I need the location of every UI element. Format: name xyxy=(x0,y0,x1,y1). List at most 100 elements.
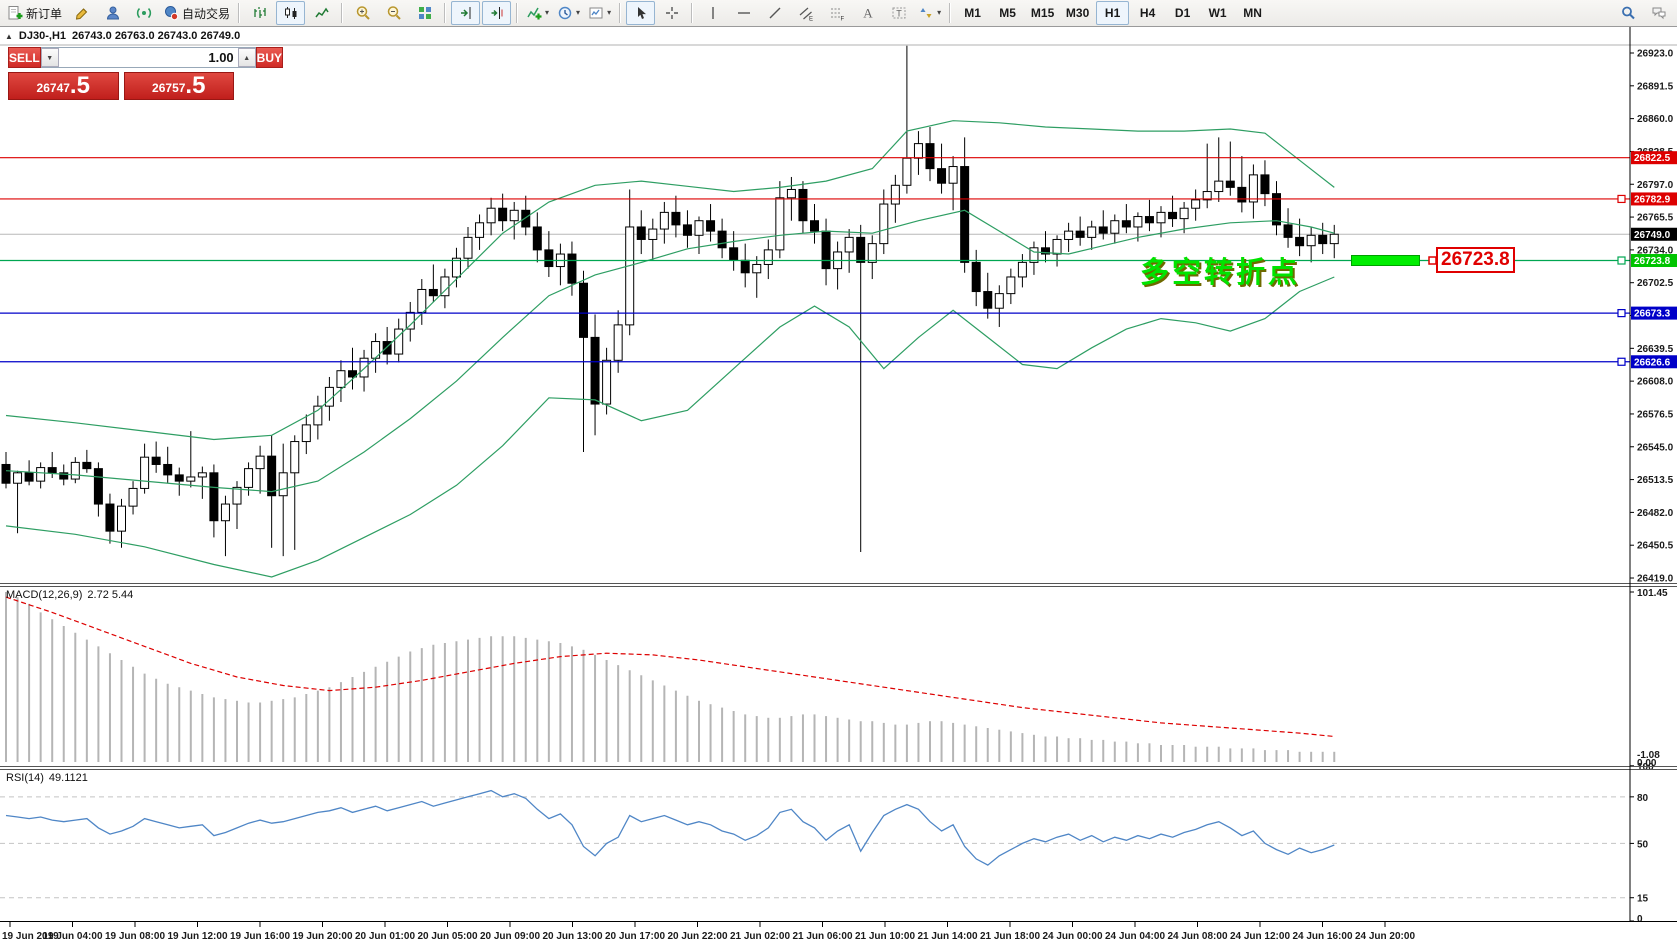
price-tick-label: 26576.5 xyxy=(1637,409,1674,420)
volume-increase-button[interactable]: ▲ xyxy=(237,48,256,67)
signals-button[interactable] xyxy=(129,1,158,25)
auto-scroll-icon xyxy=(458,5,474,21)
trendline-button[interactable] xyxy=(760,1,789,25)
chevron-down-icon[interactable]: ▾ xyxy=(576,8,581,17)
collapse-icon[interactable]: ▲ xyxy=(5,31,13,41)
svg-text:T: T xyxy=(896,9,902,19)
candlestick-chart-button[interactable] xyxy=(276,1,306,25)
auto-scroll-button[interactable] xyxy=(451,1,481,25)
chat-icon xyxy=(1651,5,1667,21)
zoom-out-icon xyxy=(386,5,402,21)
periods-icon xyxy=(557,5,573,21)
buy-button[interactable]: BUY xyxy=(255,47,284,68)
vertical-line-button[interactable] xyxy=(698,1,727,25)
tf-m15-label: M15 xyxy=(1030,6,1055,20)
time-tick-label: 24 Jun 04:00 xyxy=(1105,931,1165,942)
tf-m5-label: M5 xyxy=(999,6,1016,20)
zoom-in-button[interactable] xyxy=(348,1,377,25)
community-icon xyxy=(105,5,121,21)
tf-mn[interactable]: MN xyxy=(1236,1,1269,25)
price-axis[interactable]: 26923.026891.526860.026828.526797.026765… xyxy=(1630,49,1677,585)
horizontal-line-button[interactable] xyxy=(729,1,758,25)
time-tick-label: 24 Jun 08:00 xyxy=(1167,931,1227,942)
fibonacci-button[interactable]: F xyxy=(822,1,851,25)
buy-price-main: 26757 xyxy=(152,81,186,95)
chevron-down-icon[interactable]: ▾ xyxy=(545,8,550,17)
toolbar-separator xyxy=(444,3,447,23)
tf-mn-label: MN xyxy=(1243,6,1262,20)
volume-spinner: ▼ ▲ xyxy=(40,47,256,68)
candles-icon xyxy=(283,5,299,21)
line-chart-button[interactable] xyxy=(307,1,336,25)
price-tick-label: 26450.5 xyxy=(1637,541,1674,552)
bar-chart-button[interactable] xyxy=(245,1,274,25)
horizontal-line-26673.3[interactable] xyxy=(0,309,1630,318)
zoom-out-button[interactable] xyxy=(379,1,408,25)
text-label-button[interactable]: T xyxy=(884,1,913,25)
tf-h1[interactable]: H1 xyxy=(1096,1,1130,25)
periods-button[interactable]: ▾ xyxy=(554,1,583,25)
chevron-down-icon[interactable]: ▾ xyxy=(607,8,612,17)
callout-anchor-marker[interactable] xyxy=(1428,256,1437,265)
crosshair-button[interactable] xyxy=(657,1,686,25)
equidistant-channel-button[interactable]: E xyxy=(791,1,820,25)
tf-m1[interactable]: M1 xyxy=(956,1,989,25)
metaeditor-button[interactable] xyxy=(67,1,96,25)
volume-decrease-button[interactable]: ▼ xyxy=(40,48,59,67)
text-button[interactable]: A xyxy=(853,1,882,25)
cursor-button[interactable] xyxy=(626,1,656,25)
tf-m5[interactable]: M5 xyxy=(991,1,1024,25)
trendline-icon xyxy=(767,5,783,21)
toolbar-separator xyxy=(341,3,344,23)
time-tick-label: 21 Jun 10:00 xyxy=(855,931,915,942)
buy-price-box[interactable]: 26757.5 xyxy=(123,72,234,100)
search-button[interactable] xyxy=(1613,1,1642,25)
tf-w1[interactable]: W1 xyxy=(1201,1,1234,25)
horizontal-line-26782.9[interactable] xyxy=(0,194,1630,204)
price-callout[interactable]: 26723.8 xyxy=(1436,247,1515,273)
toolbar-separator xyxy=(949,3,952,23)
new-order-button[interactable]: 新订单 xyxy=(4,1,65,25)
rsi-scale-label: 0 xyxy=(1637,914,1643,925)
chart-shift-button[interactable] xyxy=(482,1,512,25)
templates-button[interactable]: ▾ xyxy=(585,1,614,25)
chat-button[interactable] xyxy=(1644,1,1673,25)
toolbar-group: ▾ ▾ ▾ xyxy=(522,1,615,25)
time-tick-label: 19 Jun 12:00 xyxy=(167,931,227,942)
price-label-26749.0: 26749.0 xyxy=(1631,227,1677,241)
toolbar: 新订单 自动交易 ▾ ▾ ▾ E F A T ▾ M1 M5 M15 M30 H1 H4 D1 W1 MN xyxy=(0,0,1677,27)
macd-scale-max: 101.45 xyxy=(1637,588,1668,599)
chevron-down-icon[interactable]: ▾ xyxy=(937,8,942,17)
highlight-rectangle[interactable] xyxy=(1351,255,1420,266)
text-icon: A xyxy=(860,5,876,21)
price-label-26822.5: 26822.5 xyxy=(1631,151,1677,165)
community-button[interactable] xyxy=(98,1,127,25)
tile-windows-button[interactable] xyxy=(410,1,439,25)
svg-text:26673.3: 26673.3 xyxy=(1634,309,1671,320)
volume-input[interactable] xyxy=(58,48,238,67)
arrows-button[interactable]: ▾ xyxy=(915,1,944,25)
toolbar-group xyxy=(244,1,337,25)
auto-trading-button[interactable]: 自动交易 xyxy=(160,1,233,25)
sell-price-box[interactable]: 26747.5 xyxy=(8,72,119,100)
price-tick-label: 26545.0 xyxy=(1637,442,1674,453)
price-tick-label: 26702.5 xyxy=(1637,278,1674,289)
horizontal-line-26626.6[interactable] xyxy=(0,357,1630,366)
indicators-button[interactable]: ▾ xyxy=(523,1,552,25)
candlesticks xyxy=(1,45,1339,557)
time-tick-label: 21 Jun 14:00 xyxy=(917,931,977,942)
sell-button[interactable]: SELL xyxy=(8,47,41,68)
tf-m15[interactable]: M15 xyxy=(1026,1,1059,25)
tf-m30[interactable]: M30 xyxy=(1061,1,1094,25)
time-tick-label: 20 Jun 17:00 xyxy=(605,931,665,942)
time-tick-label: 20 Jun 01:00 xyxy=(355,931,415,942)
tf-h4[interactable]: H4 xyxy=(1131,1,1164,25)
buy-price-frac: .5 xyxy=(185,72,206,99)
price-tick-label: 26860.0 xyxy=(1637,114,1674,125)
price-label-26626.6: 26626.6 xyxy=(1631,355,1677,369)
annotation-text[interactable]: 多空转折点 xyxy=(1140,257,1301,289)
svg-text:26782.9: 26782.9 xyxy=(1634,194,1671,205)
tf-d1[interactable]: D1 xyxy=(1166,1,1199,25)
